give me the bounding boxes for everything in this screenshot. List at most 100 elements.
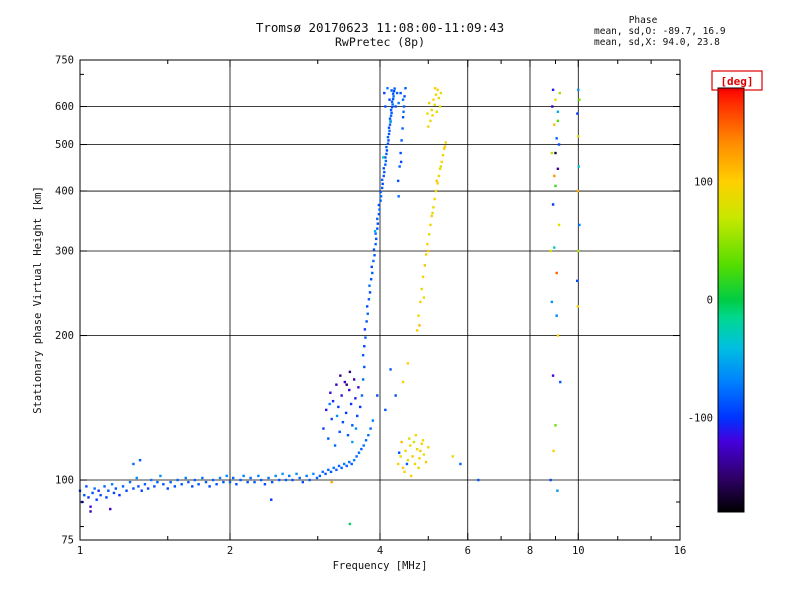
stats-o-line: mean, sd,O: -89.7, 16.9 bbox=[594, 26, 726, 37]
data-point bbox=[270, 498, 273, 501]
x-tick-label: 10 bbox=[572, 545, 585, 557]
data-point bbox=[418, 324, 421, 327]
data-point bbox=[433, 87, 437, 90]
data-point bbox=[369, 427, 372, 430]
data-point bbox=[331, 399, 335, 403]
data-point bbox=[360, 394, 364, 397]
data-point bbox=[397, 195, 400, 198]
colorbar-tick-labels: 100 0 -100 bbox=[688, 177, 713, 425]
data-point bbox=[420, 442, 423, 445]
data-point bbox=[135, 476, 138, 480]
data-point bbox=[363, 365, 366, 369]
data-point bbox=[390, 106, 394, 109]
data-point bbox=[345, 464, 348, 468]
data-point bbox=[373, 229, 377, 233]
data-point bbox=[384, 105, 387, 108]
data-point bbox=[107, 489, 110, 492]
data-point bbox=[332, 466, 335, 470]
data-point bbox=[253, 480, 256, 484]
data-point bbox=[389, 368, 392, 371]
data-point bbox=[367, 298, 371, 301]
y-tick-label: 500 bbox=[55, 139, 74, 151]
data-point bbox=[335, 414, 339, 418]
data-point bbox=[577, 249, 580, 253]
data-point bbox=[376, 217, 379, 221]
data-point bbox=[555, 137, 558, 140]
data-point bbox=[409, 474, 413, 478]
plot-subtitle: RwPretec (8p) bbox=[335, 35, 425, 49]
data-point bbox=[257, 474, 260, 478]
data-point bbox=[249, 476, 252, 480]
data-point bbox=[379, 195, 383, 198]
data-point bbox=[364, 439, 368, 442]
data-point bbox=[366, 312, 369, 315]
data-point bbox=[288, 474, 291, 478]
data-point bbox=[357, 386, 360, 389]
data-point bbox=[391, 97, 395, 101]
data-point bbox=[577, 135, 580, 138]
data-point bbox=[384, 156, 387, 159]
data-point bbox=[551, 88, 555, 92]
data-point bbox=[354, 397, 357, 400]
data-point bbox=[390, 100, 394, 103]
y-tick-label: 200 bbox=[55, 330, 74, 342]
data-point bbox=[225, 474, 228, 478]
data-point bbox=[431, 114, 434, 117]
data-point bbox=[554, 98, 557, 101]
data-point bbox=[427, 233, 431, 236]
data-point bbox=[389, 119, 392, 123]
data-point bbox=[400, 440, 403, 444]
data-point bbox=[382, 167, 385, 170]
data-point bbox=[180, 483, 183, 486]
data-point bbox=[436, 182, 439, 185]
y-tick-label: 750 bbox=[55, 55, 74, 67]
data-point bbox=[349, 402, 353, 406]
data-point bbox=[553, 123, 556, 126]
colorbar-unit-label: [deg] bbox=[720, 75, 753, 88]
axis-ticks-layer: 1 2 4 6 8 10 16 75 100 200 300 400 500 600 750 bbox=[55, 55, 686, 558]
data-point bbox=[327, 437, 330, 440]
data-point bbox=[424, 460, 428, 464]
data-point bbox=[401, 127, 404, 130]
data-point bbox=[333, 444, 337, 447]
data-point bbox=[553, 246, 556, 249]
data-point bbox=[422, 453, 426, 456]
data-point bbox=[374, 232, 377, 235]
data-point bbox=[392, 95, 395, 98]
data-point bbox=[429, 223, 432, 227]
data-point bbox=[408, 437, 411, 440]
data-point bbox=[232, 476, 235, 480]
data-point bbox=[551, 105, 554, 108]
data-point bbox=[337, 405, 340, 409]
data-point bbox=[432, 98, 435, 101]
data-point bbox=[329, 470, 333, 474]
data-point bbox=[439, 165, 443, 168]
data-point bbox=[346, 433, 350, 437]
data-point bbox=[421, 439, 425, 442]
data-point bbox=[85, 485, 88, 488]
data-point bbox=[443, 145, 447, 148]
data-point bbox=[557, 223, 561, 227]
data-point bbox=[549, 249, 552, 253]
data-point bbox=[577, 88, 580, 92]
data-point bbox=[388, 117, 392, 120]
data-point bbox=[291, 478, 294, 482]
data-point bbox=[318, 474, 322, 478]
grid-layer bbox=[80, 60, 680, 540]
data-point bbox=[394, 394, 397, 397]
data-point bbox=[433, 197, 436, 201]
data-point bbox=[396, 179, 400, 183]
data-point bbox=[350, 462, 353, 466]
data-point bbox=[435, 110, 438, 113]
data-point bbox=[351, 424, 354, 427]
data-point bbox=[384, 163, 387, 166]
data-point bbox=[393, 87, 396, 90]
data-point bbox=[387, 139, 390, 142]
data-point bbox=[197, 483, 200, 486]
data-point bbox=[128, 480, 132, 484]
data-point bbox=[330, 480, 333, 484]
data-point bbox=[406, 458, 410, 462]
data-point bbox=[440, 160, 443, 164]
data-point bbox=[328, 402, 331, 406]
data-point bbox=[399, 151, 402, 155]
